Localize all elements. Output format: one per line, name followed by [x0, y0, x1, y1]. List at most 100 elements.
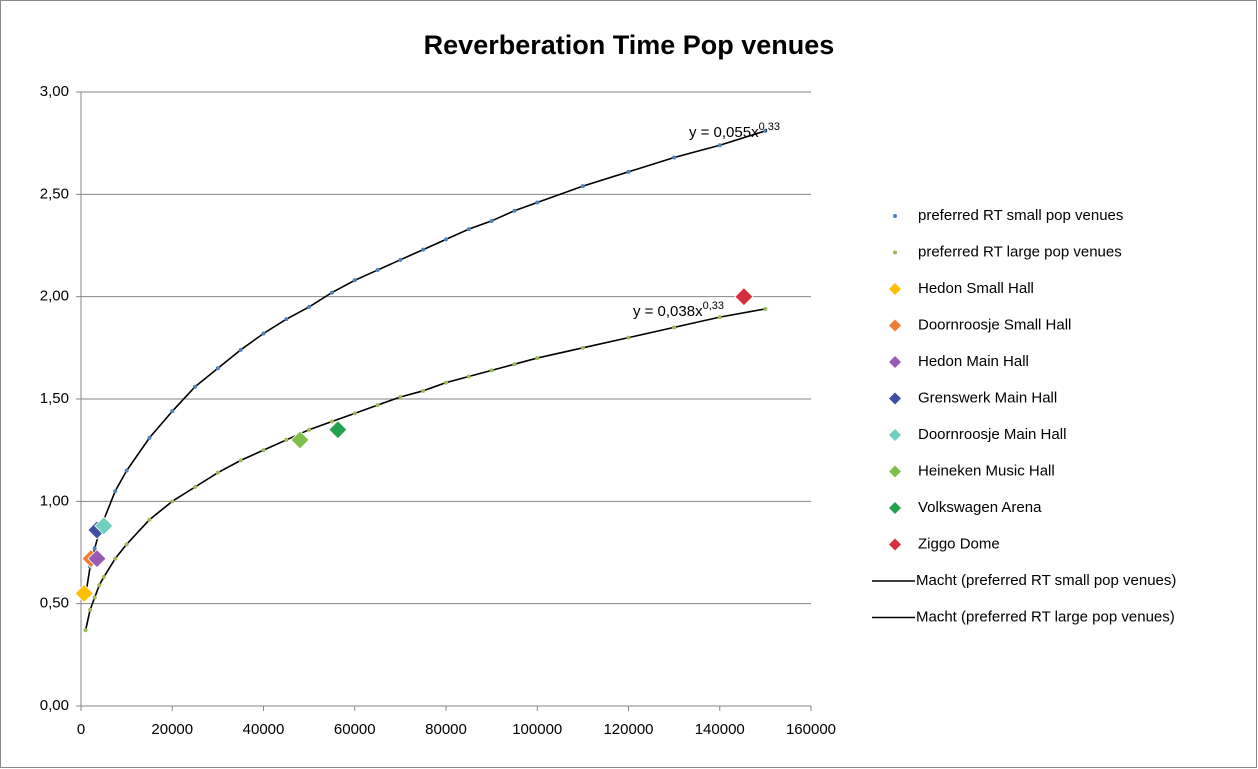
data-point: [717, 143, 722, 148]
legend-label: Macht (preferred RT small pop venues): [916, 572, 1176, 589]
data-point: [170, 499, 175, 504]
venue-marker: [87, 549, 107, 569]
y-tick-label: 0,00: [40, 697, 69, 714]
x-tick-label: 80000: [425, 721, 467, 738]
y-tick-label: 0,50: [40, 595, 69, 612]
data-point: [580, 184, 585, 189]
data-point: [215, 366, 220, 371]
data-point: [238, 347, 243, 352]
legend-label: Hedon Small Hall: [918, 280, 1034, 297]
x-tick-label: 120000: [603, 721, 653, 738]
venue-marker: [290, 430, 310, 450]
legend-label: Heineken Music Hall: [918, 462, 1055, 479]
x-tick-label: 140000: [695, 721, 745, 738]
data-point: [329, 419, 334, 424]
venue-marker: [94, 516, 114, 536]
legend-marker: [889, 356, 901, 368]
y-tick-label: 2,50: [40, 185, 69, 202]
data-point: [375, 403, 380, 408]
legend-label: Doornroosje Main Hall: [918, 426, 1066, 443]
data-point: [444, 237, 448, 242]
legend-marker: [889, 283, 901, 295]
data-point: [717, 315, 722, 320]
legend-marker: [889, 429, 901, 441]
legend-marker: [893, 214, 897, 218]
data-point: [83, 628, 88, 633]
grid: 0,00 0,50 1,00 1,50 2,00 2,50 3,00 0 20000 40000 6…: [40, 83, 836, 738]
legend-marker: [893, 250, 897, 255]
data-point: [307, 304, 312, 309]
venue-marker: [328, 420, 348, 440]
data-point: [124, 468, 129, 473]
data-point: [626, 335, 631, 340]
y-tick-label: 2,00: [40, 288, 69, 305]
equation-text: y = 0,055x: [689, 124, 759, 141]
data-point: [92, 546, 97, 551]
data-point: [444, 380, 448, 385]
data-point: [421, 247, 426, 252]
data-point: [113, 556, 118, 561]
data-point: [421, 388, 426, 393]
data-point: [763, 306, 768, 311]
data-point: [124, 542, 129, 547]
data-point: [580, 345, 585, 350]
data-point: [113, 489, 118, 494]
y-tick-label: 1,50: [40, 390, 69, 407]
y-tick-label: 3,00: [40, 83, 69, 100]
x-tick-label: 60000: [334, 721, 376, 738]
data-point: [193, 485, 198, 490]
data-point: [375, 268, 380, 273]
legend-label: Hedon Main Hall: [918, 353, 1029, 370]
data-point: [284, 437, 289, 442]
data-point: [489, 368, 494, 373]
legend-label: Volkswagen Arena: [918, 499, 1042, 516]
trend-equation: y = 0,038x0,33: [633, 300, 724, 320]
legend-label: preferred RT small pop venues: [918, 207, 1123, 224]
legend-label: Macht (preferred RT large pop venues): [916, 608, 1175, 625]
legend-marker: [889, 465, 901, 478]
trend-line: [84, 130, 766, 596]
trend-lines: [84, 130, 766, 631]
x-tick-label: 100000: [512, 721, 562, 738]
y-tick-label: 1,00: [40, 492, 69, 509]
trend-equation: y = 0,055x0,33: [689, 121, 780, 141]
data-point: [398, 257, 403, 262]
legend-marker: [889, 392, 901, 405]
data-point: [352, 278, 357, 283]
equation-text: y = 0,038x: [633, 303, 703, 320]
data-point: [101, 575, 106, 580]
data-point: [626, 169, 631, 174]
data-point: [398, 394, 403, 399]
data-point: [284, 317, 289, 322]
data-point: [88, 607, 93, 612]
data-point: [261, 331, 266, 336]
venue-marker: [74, 583, 94, 603]
data-point: [672, 155, 677, 160]
data-point: [672, 325, 677, 330]
equation-exponent: 0,33: [759, 121, 780, 133]
data-point: [238, 458, 243, 463]
data-point: [535, 200, 540, 205]
data-point: [193, 384, 198, 389]
data-point: [147, 517, 152, 522]
chart-title: Reverberation Time Pop venues: [424, 30, 835, 60]
data-point: [466, 227, 471, 232]
legend-label: preferred RT large pop venues: [918, 243, 1122, 260]
data-point: [763, 128, 768, 133]
data-point: [352, 411, 357, 416]
equation-exponent: 0,33: [703, 300, 724, 312]
legend-label: Grenswerk Main Hall: [918, 389, 1057, 406]
x-tick-label: 20000: [151, 721, 193, 738]
data-point: [489, 218, 494, 223]
data-point: [97, 583, 102, 588]
markers: [74, 128, 768, 633]
legend: preferred RT small pop venues preferred R…: [872, 207, 1176, 625]
data-point: [307, 427, 312, 432]
data-point: [92, 595, 97, 600]
legend-marker: [889, 538, 901, 551]
trend-line: [84, 308, 766, 631]
legend-label: Ziggo Dome: [918, 535, 1000, 552]
